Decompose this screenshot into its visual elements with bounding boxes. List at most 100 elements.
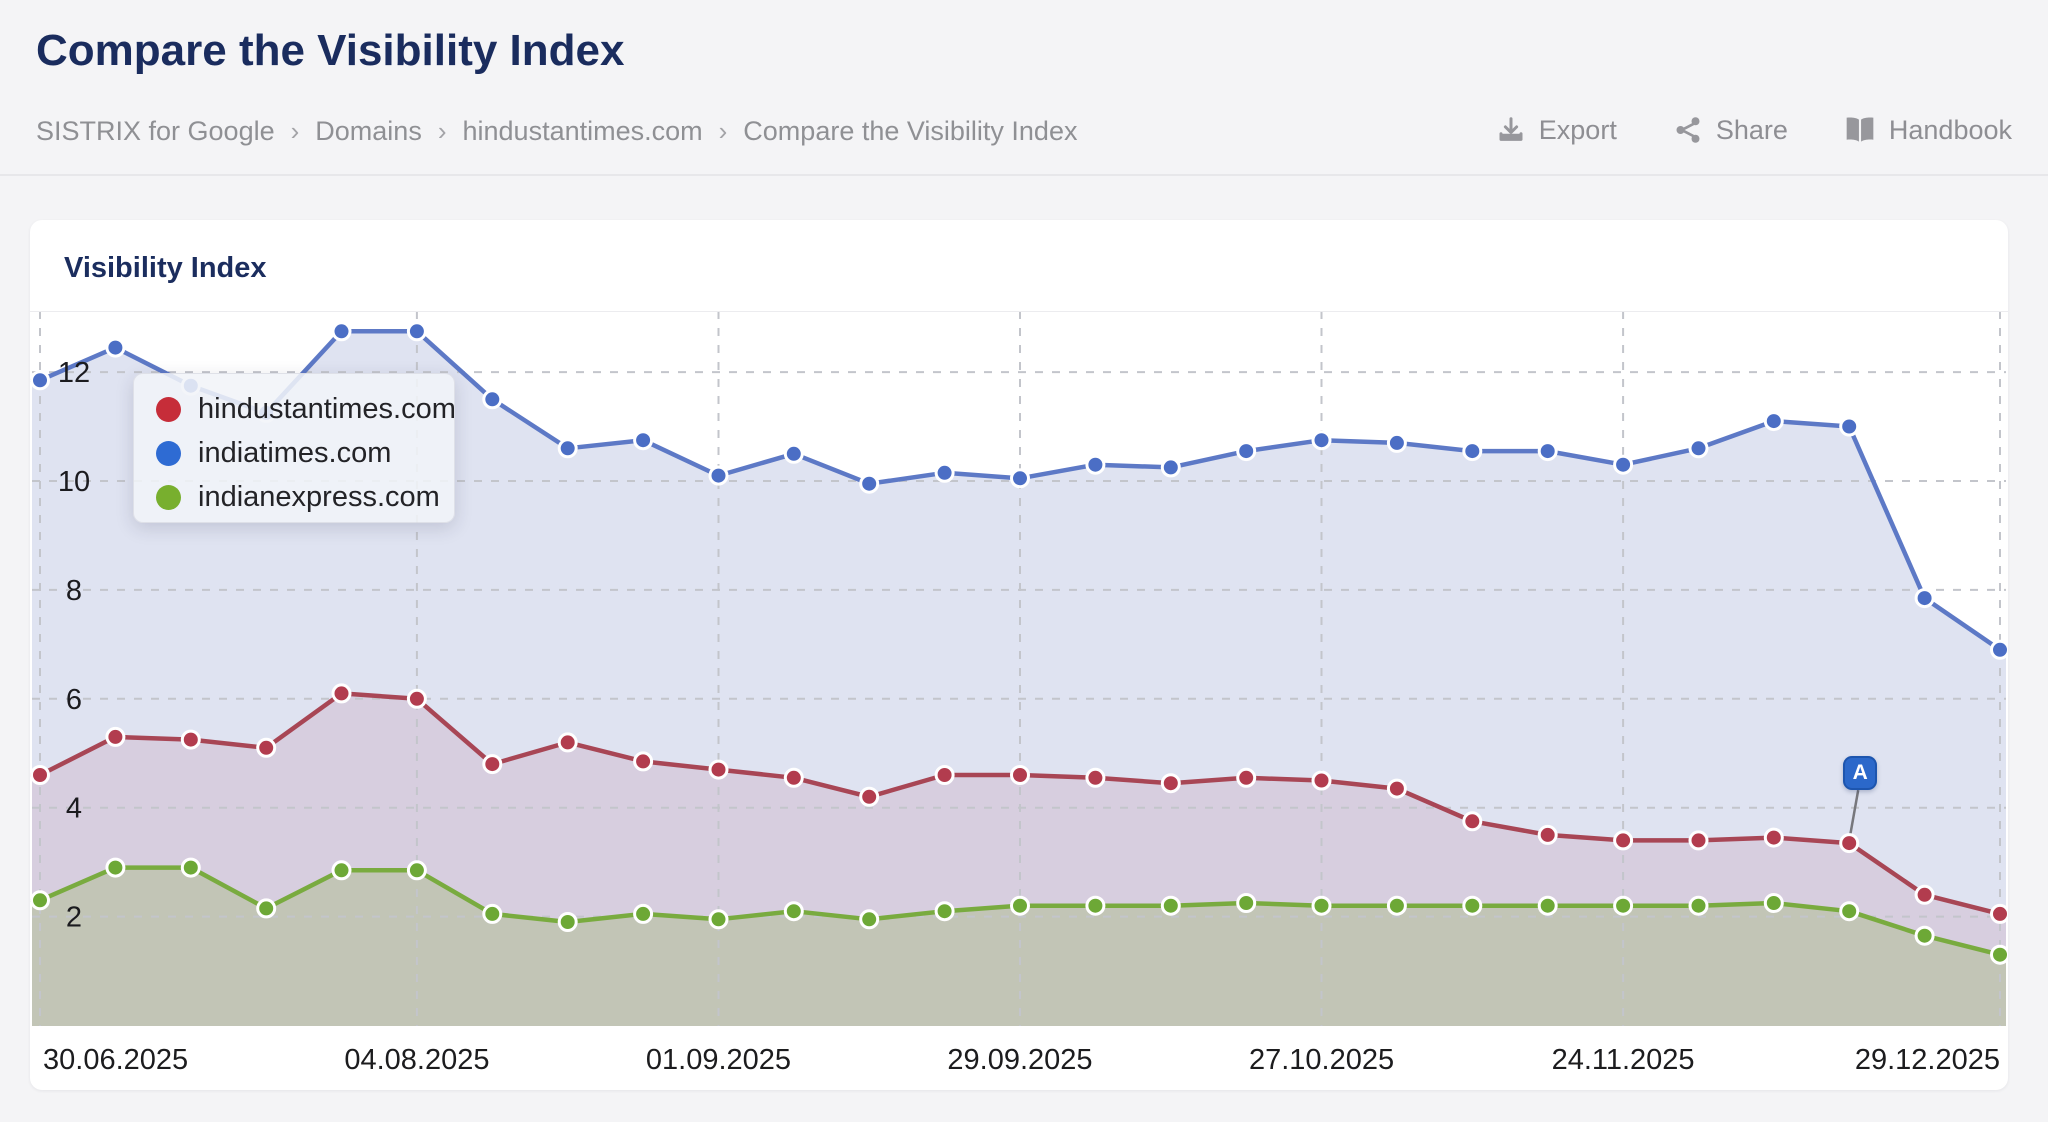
data-point-hindustantimes.com-26[interactable] <box>1990 903 2009 924</box>
data-point-hindustantimes.com-13[interactable] <box>1010 765 1030 785</box>
data-point-indiatimes.com-7[interactable] <box>557 438 578 459</box>
breadcrumb-item-domains[interactable]: Domains <box>315 115 422 146</box>
data-point-hindustantimes.com-14[interactable] <box>1085 767 1106 788</box>
data-point-indiatimes.com-0[interactable] <box>30 370 50 391</box>
data-point-indiatimes.com-17[interactable] <box>1311 430 1332 451</box>
data-point-indianexpress.com-2[interactable] <box>180 857 201 878</box>
data-point-indianexpress.com-10[interactable] <box>783 901 804 922</box>
y-axis-label-6: 6 <box>66 684 82 716</box>
data-point-indiatimes.com-26[interactable] <box>1990 639 2009 660</box>
data-point-indiatimes.com-11[interactable] <box>859 473 880 494</box>
data-point-indianexpress.com-24[interactable] <box>1839 901 1860 922</box>
data-point-hindustantimes.com-12[interactable] <box>934 765 955 785</box>
toolbar: Export Share Handbook <box>1496 110 2012 150</box>
export-button[interactable]: Export <box>1496 115 1617 146</box>
data-point-indiatimes.com-21[interactable] <box>1613 454 1634 475</box>
data-point-indiatimes.com-24[interactable] <box>1839 416 1860 437</box>
breadcrumb-item-domain[interactable]: hindustantimes.com <box>462 115 703 146</box>
data-point-indiatimes.com-16[interactable] <box>1236 441 1257 462</box>
data-point-hindustantimes.com-17[interactable] <box>1311 770 1332 791</box>
data-point-indianexpress.com-17[interactable] <box>1311 895 1332 916</box>
data-point-hindustantimes.com-3[interactable] <box>256 737 277 758</box>
data-point-indiatimes.com-9[interactable] <box>708 465 729 486</box>
data-point-indianexpress.com-26[interactable] <box>1990 944 2009 965</box>
data-point-indianexpress.com-19[interactable] <box>1462 895 1483 916</box>
y-axis-label-4: 4 <box>66 793 82 825</box>
header-divider <box>0 174 2048 176</box>
data-point-hindustantimes.com-21[interactable] <box>1613 830 1634 851</box>
annotation-marker-a[interactable]: A <box>1843 756 1878 791</box>
data-point-hindustantimes.com-24[interactable] <box>1839 833 1860 854</box>
data-point-indianexpress.com-11[interactable] <box>859 909 880 930</box>
data-point-indiatimes.com-12[interactable] <box>934 462 955 483</box>
data-point-indianexpress.com-7[interactable] <box>557 912 578 932</box>
data-point-hindustantimes.com-8[interactable] <box>633 751 654 772</box>
visibility-index-card: Visibility Index 2 4 6 8 10 12 hindustantimes… <box>30 220 2008 1090</box>
breadcrumb-item-sistrix[interactable]: SISTRIX for Google <box>36 115 275 146</box>
data-point-indiatimes.com-6[interactable] <box>482 389 503 410</box>
data-point-indianexpress.com-1[interactable] <box>105 857 126 878</box>
data-point-indiatimes.com-5[interactable] <box>406 321 427 342</box>
data-point-indianexpress.com-4[interactable] <box>331 860 352 881</box>
data-point-hindustantimes.com-18[interactable] <box>1386 778 1407 799</box>
data-point-hindustantimes.com-7[interactable] <box>557 732 578 753</box>
data-point-hindustantimes.com-10[interactable] <box>783 767 804 788</box>
data-point-indianexpress.com-14[interactable] <box>1085 895 1106 916</box>
data-point-indianexpress.com-16[interactable] <box>1236 893 1257 913</box>
data-point-hindustantimes.com-19[interactable] <box>1462 811 1483 832</box>
share-button[interactable]: Share <box>1673 115 1788 146</box>
data-point-indiatimes.com-10[interactable] <box>783 443 804 464</box>
handbook-button[interactable]: Handbook <box>1844 115 2012 146</box>
data-point-indianexpress.com-18[interactable] <box>1386 895 1407 916</box>
legend-label: indiatimes.com <box>198 436 392 469</box>
x-axis-label: 29.09.2025 <box>947 1044 1093 1076</box>
visibility-chart[interactable]: 2 4 6 8 10 12 <box>30 311 2008 1026</box>
data-point-indianexpress.com-15[interactable] <box>1160 895 1181 916</box>
data-point-indiatimes.com-25[interactable] <box>1914 588 1935 609</box>
data-point-indiatimes.com-22[interactable] <box>1688 438 1709 459</box>
data-point-hindustantimes.com-20[interactable] <box>1537 824 1558 845</box>
data-point-indianexpress.com-8[interactable] <box>633 903 654 924</box>
data-point-indiatimes.com-8[interactable] <box>633 430 654 451</box>
data-point-indianexpress.com-25[interactable] <box>1914 925 1935 946</box>
data-point-hindustantimes.com-5[interactable] <box>406 688 427 709</box>
data-point-indianexpress.com-0[interactable] <box>30 890 50 911</box>
data-point-hindustantimes.com-9[interactable] <box>708 759 729 780</box>
data-point-hindustantimes.com-6[interactable] <box>482 754 503 775</box>
data-point-hindustantimes.com-11[interactable] <box>859 786 880 807</box>
data-point-indianexpress.com-13[interactable] <box>1010 895 1030 916</box>
data-point-indianexpress.com-22[interactable] <box>1688 895 1709 916</box>
page-title: Compare the Visibility Index <box>36 26 625 75</box>
data-point-hindustantimes.com-25[interactable] <box>1914 884 1935 905</box>
data-point-indianexpress.com-5[interactable] <box>406 860 427 881</box>
data-point-indiatimes.com-23[interactable] <box>1763 411 1784 432</box>
data-point-indianexpress.com-9[interactable] <box>708 909 729 930</box>
data-point-indianexpress.com-20[interactable] <box>1537 895 1558 916</box>
export-label: Export <box>1538 114 1617 145</box>
x-axis-label: 30.06.2025 <box>43 1044 189 1076</box>
legend-swatch <box>156 484 181 510</box>
data-point-hindustantimes.com-22[interactable] <box>1688 830 1709 851</box>
data-point-indiatimes.com-13[interactable] <box>1010 468 1030 489</box>
data-point-indianexpress.com-12[interactable] <box>934 901 955 922</box>
data-point-indiatimes.com-4[interactable] <box>331 321 352 342</box>
data-point-indiatimes.com-1[interactable] <box>105 337 126 358</box>
data-point-indiatimes.com-20[interactable] <box>1537 441 1558 462</box>
data-point-indiatimes.com-19[interactable] <box>1462 441 1483 462</box>
data-point-hindustantimes.com-15[interactable] <box>1160 773 1181 794</box>
data-point-indiatimes.com-14[interactable] <box>1085 454 1106 475</box>
data-point-indianexpress.com-3[interactable] <box>256 898 277 919</box>
data-point-indianexpress.com-21[interactable] <box>1613 895 1634 916</box>
data-point-indianexpress.com-6[interactable] <box>482 903 503 924</box>
data-point-indiatimes.com-18[interactable] <box>1386 432 1407 453</box>
data-point-hindustantimes.com-0[interactable] <box>30 765 50 785</box>
data-point-indiatimes.com-15[interactable] <box>1160 457 1181 478</box>
data-point-hindustantimes.com-2[interactable] <box>180 729 201 750</box>
data-point-indianexpress.com-23[interactable] <box>1763 893 1784 913</box>
data-point-hindustantimes.com-23[interactable] <box>1763 827 1784 848</box>
data-point-hindustantimes.com-4[interactable] <box>331 683 352 704</box>
handbook-label: Handbook <box>1888 114 2012 145</box>
data-point-hindustantimes.com-16[interactable] <box>1236 767 1257 788</box>
data-point-hindustantimes.com-1[interactable] <box>105 726 126 747</box>
